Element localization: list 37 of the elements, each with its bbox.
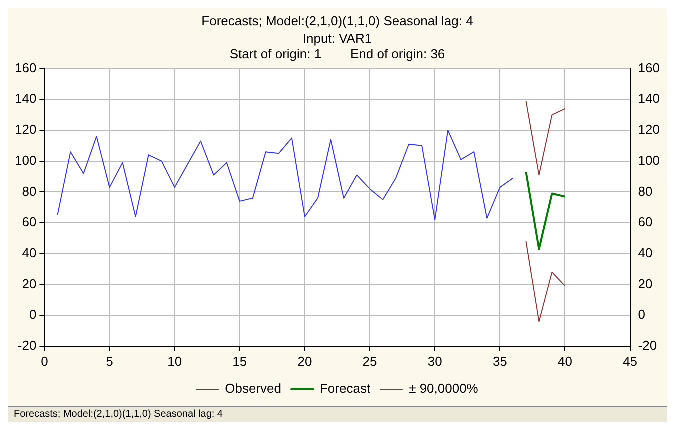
y2-tick-label: 40 [638,245,653,260]
y-tick-label: 140 [14,91,37,106]
x-tick-label: 45 [623,354,638,369]
x-tick-label: 40 [558,354,572,369]
x-tick-label: 10 [168,354,182,369]
y2-tick-label: 160 [638,60,660,76]
text: Input: VAR1 [302,30,372,46]
y-tick-label: 120 [14,122,37,138]
y2-tick-label: 80 [638,184,653,199]
y2-tick-label: -20 [638,338,658,353]
x-tick-label: 15 [232,354,248,369]
legend-label: ± 90,0000% [409,381,479,396]
x-tick-label: 30 [428,354,442,369]
y-tick-label: 100 [14,152,37,168]
x-tick-label: 5 [106,354,114,369]
y-tick-label: -20 [18,338,37,353]
y-tick-label: 160 [14,60,37,76]
text: Start of origin: 1 End of origin: 36 [230,46,446,62]
y2-tick-label: 20 [638,276,653,292]
y-tick-label: 20 [22,276,37,292]
legend-label: Observed [225,381,282,396]
y-tick-label: 40 [22,245,37,260]
text: Forecasts; Model:(2,1,0)(1,1,0) Seasonal lag: 4 [8,406,667,422]
y2-tick-label: 100 [638,152,660,168]
y-tick-label: 80 [22,184,37,199]
x-tick-label: 35 [492,354,508,369]
legend-label: Forecast [320,381,371,396]
y2-tick-label: 60 [638,214,653,230]
chart-title: Forecasts; Model:(2,1,0)(1,1,0) Seasonal lag: 4 [202,13,474,28]
y-tick-label: 0 [29,307,37,322]
x-tick-label: 0 [41,354,48,369]
y2-tick-label: 120 [638,122,660,138]
y2-tick-label: 140 [638,91,660,106]
y2-tick-label: 0 [638,307,646,322]
x-tick-label: 20 [298,354,312,369]
x-tick-label: 25 [362,354,378,369]
y-tick-label: 60 [22,214,37,230]
